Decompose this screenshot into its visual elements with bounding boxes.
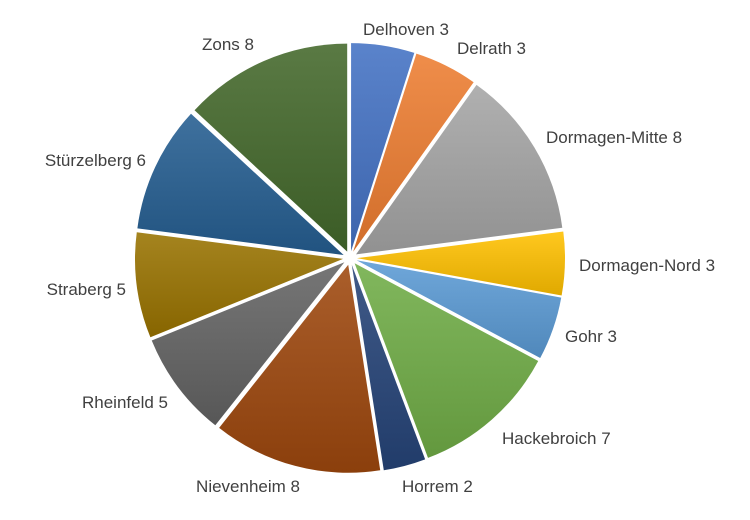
pie-slice-st-rzelberg bbox=[137, 113, 344, 256]
slice-label-dormagen-mitte: Dormagen-Mitte 8 bbox=[546, 128, 682, 147]
slice-label-delhoven: Delhoven 3 bbox=[363, 20, 449, 39]
pie-slice-hackebroich bbox=[354, 263, 539, 458]
pie-slice-straberg bbox=[135, 232, 344, 338]
pie-slice-dormagen-nord bbox=[356, 231, 565, 296]
pie-slice-rheinfeld bbox=[151, 262, 345, 426]
slice-label-zons: Zons 8 bbox=[202, 35, 254, 54]
slice-label-delrath: Delrath 3 bbox=[457, 39, 526, 58]
slice-label-hackebroich: Hackebroich 7 bbox=[502, 429, 611, 448]
slice-label-st-rzelberg: Stürzelberg 6 bbox=[45, 151, 146, 170]
slice-label-dormagen-nord: Dormagen-Nord 3 bbox=[579, 256, 715, 275]
slice-label-straberg: Straberg 5 bbox=[47, 280, 126, 299]
pie-slice-nievenheim bbox=[219, 264, 381, 473]
pie-slice-delrath bbox=[353, 53, 474, 252]
pie-slice-delhoven bbox=[351, 43, 415, 252]
slice-label-horrem: Horrem 2 bbox=[402, 477, 473, 496]
pie-slice-dormagen-mitte bbox=[356, 84, 563, 255]
slice-label-gohr: Gohr 3 bbox=[565, 327, 617, 346]
slice-label-nievenheim: Nievenheim 8 bbox=[196, 477, 300, 496]
slice-label-rheinfeld: Rheinfeld 5 bbox=[82, 393, 168, 412]
pie-slice-horrem bbox=[351, 264, 426, 471]
pie-slice-zons bbox=[194, 43, 348, 252]
pie-slice-gohr bbox=[356, 260, 562, 359]
